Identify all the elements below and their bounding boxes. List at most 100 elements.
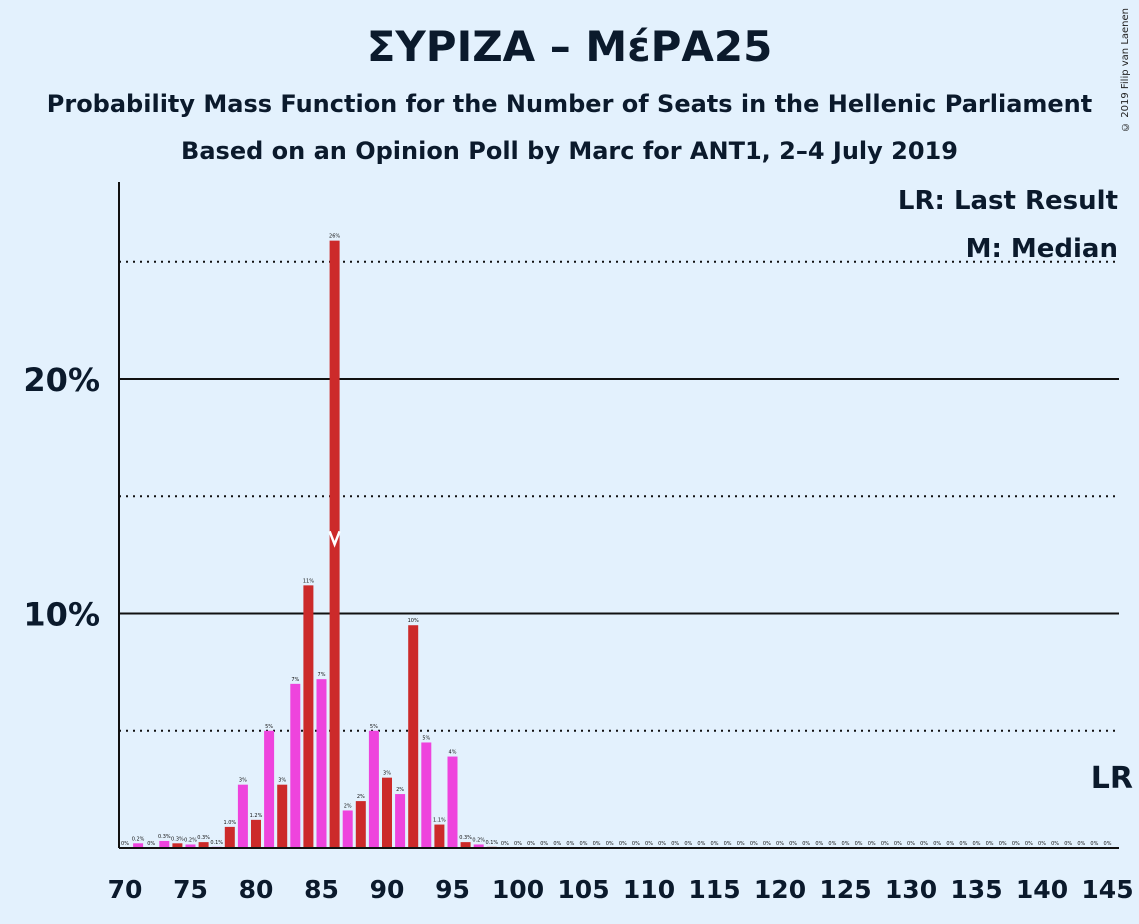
bar (408, 625, 419, 848)
x-tick-label: 135 (950, 875, 1002, 904)
bar-value-label: 11% (303, 578, 314, 584)
bar-value-label: 0% (724, 841, 732, 847)
x-tick-label: 100 (492, 875, 544, 904)
y-tick-label: 10% (23, 596, 100, 634)
bar (316, 679, 327, 848)
bar-value-label: 0% (580, 841, 588, 847)
bar-value-label: 0% (855, 841, 863, 847)
bar-value-label: 0.2% (132, 836, 145, 842)
bars (133, 240, 497, 848)
bar-value-label: 0% (1090, 841, 1098, 847)
chart-title: ΣΥΡΙΖΑ – ΜέΡΑ25 (366, 22, 773, 71)
bar-value-label: 0% (881, 841, 889, 847)
bar-value-label: 5% (265, 724, 273, 730)
median-marker (328, 530, 341, 548)
gridlines (119, 260, 1119, 732)
bar (237, 784, 248, 848)
bar-value-label: 3% (383, 771, 391, 777)
bar-value-label: 1.1% (433, 818, 446, 824)
bar-value-label: 0% (1025, 841, 1033, 847)
bar-value-label: 0% (1104, 841, 1112, 847)
bar-value-label: 0.1% (210, 840, 223, 846)
bar-value-label: 3% (239, 778, 247, 784)
legend-last-result: LR: Last Result (898, 186, 1118, 216)
bar-value-label: 7% (318, 672, 326, 678)
bar-value-label: 0% (750, 841, 758, 847)
bar-value-label: 0% (711, 841, 719, 847)
bar (251, 819, 261, 848)
bar-value-label: 0% (933, 841, 941, 847)
bar-value-label: 0.1% (485, 840, 498, 846)
bar (355, 801, 366, 848)
bar-value-label: 0.3% (158, 834, 171, 840)
chart-source: Based on an Opinion Poll by Marc for ANT… (181, 137, 958, 165)
bar-value-label: 0% (606, 841, 614, 847)
legend-median: M: Median (966, 234, 1118, 264)
bar-value-label: 0% (553, 841, 561, 847)
bar-labels: 0%0.2%0%0.3% 0.3% 0.2% 0.3%0.1%1.0%3%1.2%5%… (121, 234, 1112, 847)
bar-value-label: 0% (907, 841, 915, 847)
x-tick-label: 115 (688, 875, 740, 904)
bar-value-label: 0% (763, 841, 771, 847)
bar (421, 742, 432, 848)
x-tick-label: 110 (623, 875, 675, 904)
x-tick-label: 75 (173, 875, 208, 904)
axes (118, 182, 1119, 849)
x-tick-labels: 70 75 80 85 90 95 100 105 110 115 120 125 130 135 140 1… (108, 875, 1134, 904)
bar-value-label: 0% (514, 841, 522, 847)
x-tick-label: 130 (885, 875, 937, 904)
bar-value-label: 2% (396, 787, 404, 793)
bar-value-label: 0% (1064, 841, 1072, 847)
bar (264, 730, 275, 848)
bar-value-label: 0% (593, 841, 601, 847)
bar-value-label: 0% (842, 841, 850, 847)
x-tick-label: 125 (819, 875, 871, 904)
bar (159, 840, 170, 848)
bar-value-label: 0% (973, 841, 981, 847)
bar (303, 585, 314, 848)
bar-value-label: 0% (684, 841, 692, 847)
bar-value-label: 0% (1038, 841, 1046, 847)
bar-value-label: 7% (291, 677, 299, 683)
bar (473, 844, 484, 848)
x-tick-label: 80 (239, 875, 274, 904)
x-tick-label: 90 (370, 875, 405, 904)
y-tick-labels: 10% 20% (23, 361, 100, 634)
bar-value-label: 0% (1077, 841, 1085, 847)
bar-value-label: 0% (999, 841, 1007, 847)
bar-value-label: 10% (408, 618, 419, 624)
bar (460, 842, 471, 848)
bar-value-label: 1.0% (223, 820, 236, 826)
bar (172, 843, 183, 848)
bar-value-label: 0% (986, 841, 994, 847)
bar (198, 842, 209, 848)
x-tick-label: 95 (435, 875, 470, 904)
bar-value-label: 2% (357, 794, 365, 800)
bar-value-label: 0% (959, 841, 967, 847)
bar-value-label: 0% (632, 841, 640, 847)
bar-value-label: 0% (1051, 841, 1059, 847)
bar-value-label: 4% (449, 750, 457, 756)
x-tick-label: 140 (1016, 875, 1068, 904)
bar-value-label: 0% (1012, 841, 1020, 847)
bar-value-label: 0% (737, 841, 745, 847)
bar (368, 730, 379, 848)
bar (133, 843, 144, 848)
bar-value-label: 0% (802, 841, 810, 847)
bar (434, 824, 445, 848)
y-tick-label: 20% (23, 361, 100, 399)
bar-value-label: 0% (540, 841, 548, 847)
bar-value-label: 5% (422, 735, 430, 741)
bar-value-label: 0% (121, 841, 129, 847)
bar-value-label: 2% (344, 803, 352, 809)
bar-value-label: 0% (527, 841, 535, 847)
chart-subtitle: Probability Mass Function for the Number… (46, 90, 1093, 118)
bar-value-label: 0% (828, 841, 836, 847)
x-tick-label: 120 (754, 875, 806, 904)
bar-value-label: 0% (868, 841, 876, 847)
bar-value-label: 0% (815, 841, 823, 847)
bar-value-label: 0.3% (171, 836, 184, 842)
bar-value-label: 0% (619, 841, 627, 847)
bar-value-label: 0% (946, 841, 954, 847)
bar-value-label: 0% (501, 841, 509, 847)
